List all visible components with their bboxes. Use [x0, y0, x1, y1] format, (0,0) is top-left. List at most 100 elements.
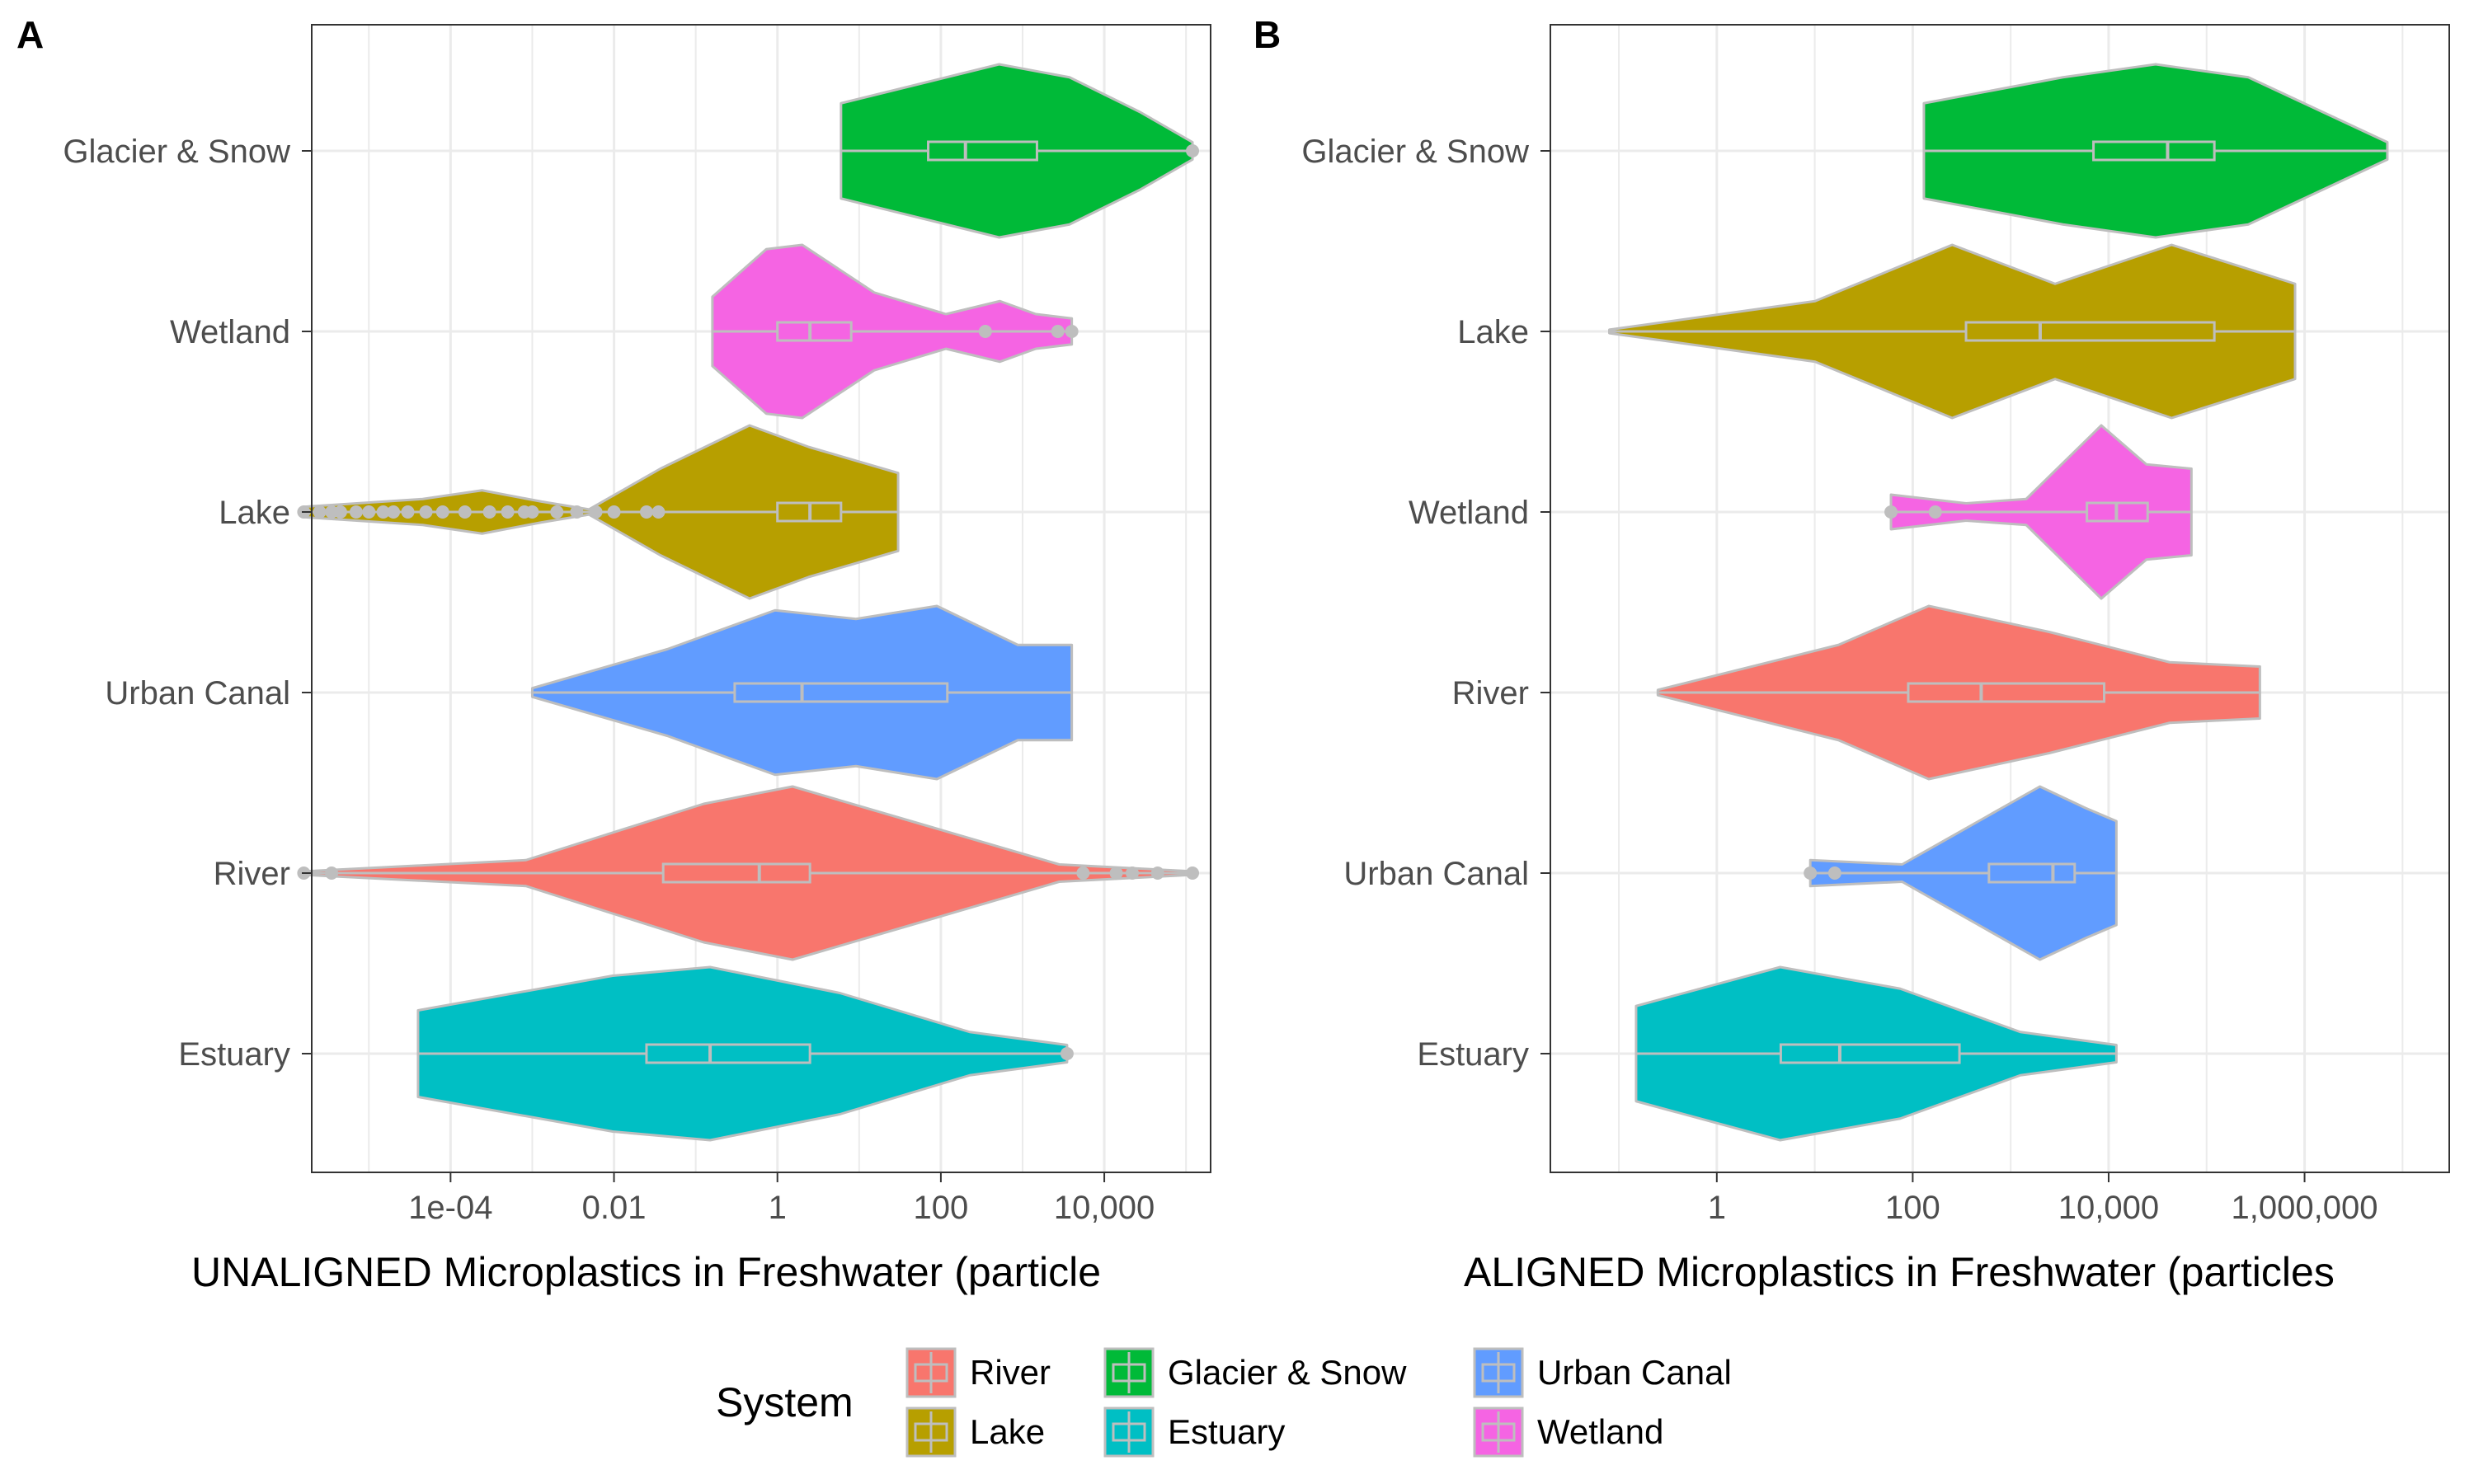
panel-b-violin-body-river — [1656, 604, 2261, 781]
panel-a-outlier-lake — [401, 505, 415, 519]
panel-b-frame — [1550, 24, 2450, 1173]
panel-b-category-label-urban-canal: Urban Canal — [1343, 856, 1529, 892]
panel-a-outlier-lake — [607, 505, 621, 519]
panel-b-box-lake — [1964, 321, 2216, 342]
panel-a-box-river — [661, 862, 811, 884]
panel-b-outlier-urban-canal — [1804, 866, 1818, 880]
legend-key-box — [1481, 1422, 1516, 1442]
panel-a-box-wetland — [776, 321, 853, 342]
legend-item-estuary: Estuary — [1103, 1407, 1285, 1458]
panel-b-violin-wetland — [1884, 424, 2193, 600]
panel-b-violin-glacier-and-snow — [1922, 63, 2389, 239]
panel-a: A Glacier & Snow Wetland Lake Urban Canal Ri… — [16, 13, 1211, 1295]
panel-a-violin-river — [297, 785, 1200, 961]
legend-item-river: River — [905, 1347, 1051, 1398]
panel-a-violin-urban-canal — [530, 604, 1074, 781]
panel-b-letter: B — [1253, 13, 1281, 56]
legend-key-box — [914, 1363, 948, 1383]
legend-item-glacier-and-snow: Glacier & Snow — [1103, 1347, 1407, 1398]
panel-b-violin-estuary — [1634, 965, 2118, 1142]
panel-a-outlier-lake — [435, 505, 449, 519]
panel-a-outlier-lake — [550, 505, 564, 519]
panel-a-category-label-urban-canal: Urban Canal — [105, 675, 290, 711]
panel-b-box-glacier-and-snow — [2092, 140, 2216, 162]
panel-a-outlier-river — [1186, 866, 1200, 880]
panel-a-category-label-wetland: Wetland — [170, 314, 290, 350]
panel-a-outlier-lake — [376, 505, 390, 519]
panel-a-outlier-lake — [482, 505, 496, 519]
panel-b-x-tick-label: 1,000,000 — [2232, 1190, 2378, 1226]
panel-a-outlier-lake — [458, 505, 472, 519]
panel-a-x-tick-label: 100 — [914, 1190, 969, 1226]
panel-a-outlier-wetland — [1065, 325, 1079, 338]
panel-a-box-urban-canal — [733, 682, 949, 703]
panel-b-x-tick-label: 100 — [1885, 1190, 1940, 1226]
panel-a-outlier-wetland — [978, 325, 992, 338]
legend-title: System — [716, 1379, 854, 1425]
panel-a-category-label-glacier-and-snow: Glacier & Snow — [63, 134, 290, 170]
panel-a-outlier-lake — [639, 505, 653, 519]
panel-a-x-tick-label: 1e-04 — [408, 1190, 492, 1226]
panel-a-box-glacier-and-snow — [927, 140, 1038, 162]
panel-a-outlier-lake — [313, 505, 327, 519]
panel-a-outlier-wetland — [1051, 325, 1065, 338]
panel-b-box-estuary — [1779, 1043, 1961, 1064]
legend-label-lake: Lake — [970, 1412, 1045, 1451]
panel-b: B Glacier & Snow Lake Wetland River Urban Ca… — [1253, 13, 2450, 1295]
panel-a-frame — [311, 24, 1211, 1173]
panel-a-violin-lake — [297, 424, 900, 600]
panel-a-x-axis-title: UNALIGNED Microplastics in Freshwater (p… — [191, 1249, 1101, 1295]
panel-a-outlier-estuary — [1060, 1047, 1074, 1060]
panel-b-box-river — [1907, 682, 2106, 703]
legend-item-wetland: Wetland — [1473, 1407, 1663, 1458]
panel-a-outlier-lake — [570, 505, 584, 519]
panel-a-category-label-lake: Lake — [219, 495, 290, 531]
legend-items: River Lake Glacier & Snow Estuary Urban Cana… — [905, 1347, 1732, 1458]
panel-b-x-tick-label: 1 — [1708, 1190, 1726, 1226]
panel-a-outlier-lake — [333, 505, 347, 519]
panel-a-outlier-glacier-and-snow — [1186, 144, 1200, 157]
panel-a-violin-glacier-and-snow — [840, 63, 1200, 239]
panel-b-x-ticks: 1 100 10,000 1,000,000 — [1708, 1172, 2378, 1226]
panel-a-outlier-lake — [362, 505, 376, 519]
panel-a-x-tick-label: 0.01 — [582, 1190, 647, 1226]
legend-label-urban-canal: Urban Canal — [1537, 1353, 1732, 1392]
panel-b-category-label-glacier-and-snow: Glacier & Snow — [1301, 134, 1529, 170]
panel-a-outlier-river — [325, 866, 339, 880]
panel-a-outlier-lake — [651, 505, 666, 519]
panel-b-violin-urban-canal — [1804, 785, 2118, 961]
panel-a-category-labels: Glacier & Snow Wetland Lake Urban Canal Rive… — [63, 134, 312, 1073]
panel-a-x-ticks: 1e-04 0.01 1 100 10,000 — [408, 1172, 1155, 1226]
panel-b-category-label-estuary: Estuary — [1417, 1036, 1529, 1073]
panel-b-outlier-wetland — [1928, 505, 1942, 519]
legend-item-lake: Lake — [905, 1407, 1045, 1458]
panel-a-violins — [297, 63, 1200, 1142]
panel-b-outlier-urban-canal — [1827, 866, 1841, 880]
panel-a-outlier-lake — [525, 505, 539, 519]
legend-item-urban-canal: Urban Canal — [1473, 1347, 1732, 1398]
legend-label-wetland: Wetland — [1537, 1412, 1663, 1451]
panel-b-category-label-wetland: Wetland — [1409, 495, 1529, 531]
panel-a-letter: A — [16, 13, 44, 56]
panel-b-violin-river — [1656, 604, 2261, 781]
legend-label-estuary: Estuary — [1168, 1412, 1285, 1451]
panel-a-outlier-lake — [501, 505, 515, 519]
legend: System River Lake Glacier & Snow Estuary Urb… — [716, 1347, 1732, 1458]
panel-a-outlier-river — [1109, 866, 1123, 880]
legend-label-glacier-and-snow: Glacier & Snow — [1168, 1353, 1407, 1392]
panel-a-x-tick-label: 1 — [769, 1190, 787, 1226]
panel-a-outlier-river — [1076, 866, 1090, 880]
legend-key-box — [1112, 1363, 1146, 1383]
panel-a-violin-estuary — [416, 965, 1074, 1142]
panel-a-violin-wetland — [711, 243, 1079, 420]
legend-key-box — [1481, 1363, 1516, 1383]
panel-b-category-labels: Glacier & Snow Lake Wetland River Urban Cana… — [1301, 134, 1550, 1073]
panel-a-box-estuary — [645, 1043, 811, 1064]
legend-key-box — [914, 1422, 948, 1442]
legend-label-river: River — [970, 1353, 1051, 1392]
panel-b-violin-lake — [1608, 243, 2297, 420]
panel-a-x-tick-label: 10,000 — [1054, 1190, 1155, 1226]
panel-b-category-label-river: River — [1452, 675, 1529, 711]
panel-b-box-urban-canal — [1987, 862, 2077, 884]
